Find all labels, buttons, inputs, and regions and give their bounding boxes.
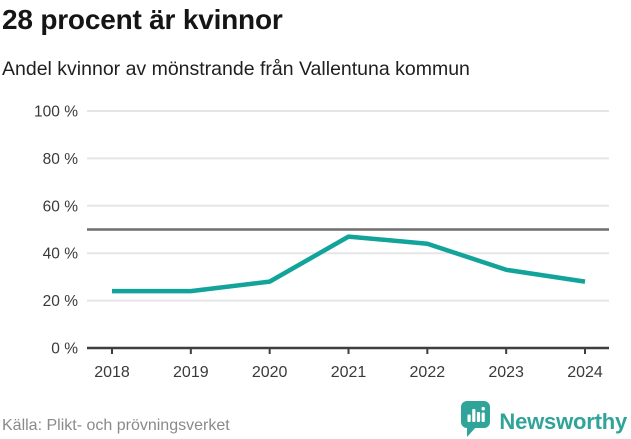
newsworthy-icon [461, 401, 491, 437]
x-tick-label: 2019 [173, 364, 209, 381]
speech-bubble-shape [461, 401, 491, 437]
x-tick-label: 2021 [331, 364, 367, 381]
x-tick-label: 2023 [488, 364, 524, 381]
x-tick-label: 2022 [410, 364, 446, 381]
x-tick-label: 2018 [94, 364, 130, 381]
bar-chart-glyph [467, 407, 486, 422]
y-tick-label: 80 % [43, 151, 79, 168]
chart-subtitle: Andel kvinnor av mönstrande från Vallent… [2, 58, 470, 80]
y-tick-label: 100 % [34, 104, 78, 121]
newsworthy-wordmark: Newsworthy [499, 409, 627, 434]
x-tick-label: 2024 [567, 364, 603, 381]
y-tick-label: 0 % [51, 341, 78, 358]
source-text: Källa: Plikt- och prövningsverket [2, 417, 230, 434]
newsworthy-logo[interactable]: Newsworthy [461, 401, 627, 438]
page-title: 28 procent är kvinnor [2, 4, 283, 35]
y-tick-label: 60 % [43, 198, 79, 215]
x-tick-label: 2020 [252, 364, 288, 381]
y-tick-label: 20 % [43, 293, 79, 310]
data-line [112, 234, 586, 294]
y-tick-label: 40 % [43, 246, 79, 263]
